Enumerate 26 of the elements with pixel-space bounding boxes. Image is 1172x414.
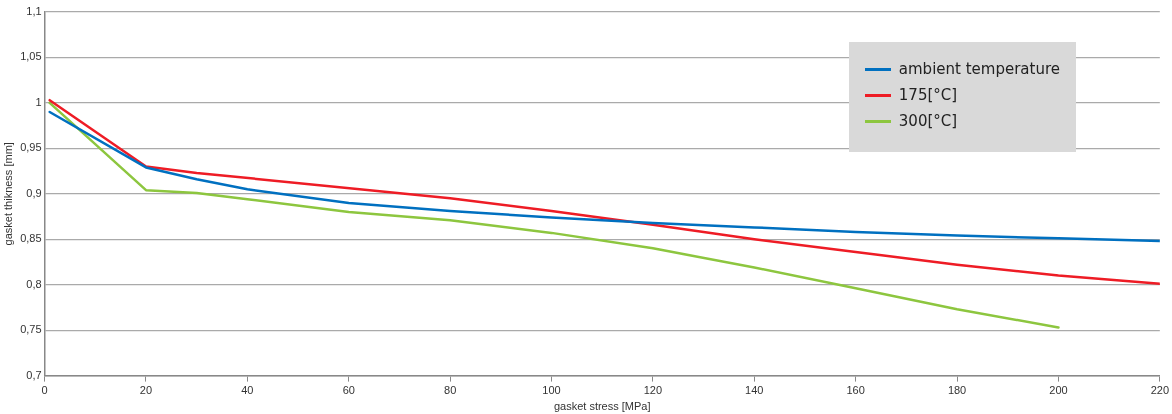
x-tick-label: 60 <box>342 384 355 397</box>
x-tick-label: 140 <box>745 384 764 397</box>
y-axis-title: gasket thikness [mm] <box>1 142 14 246</box>
y-tick-label: 0,85 <box>20 232 42 245</box>
y-tick-label: 0,95 <box>20 141 42 154</box>
y-tick-label: 0,9 <box>26 186 42 199</box>
x-tick-label: 200 <box>1049 384 1068 397</box>
legend-label: 300[°C] <box>898 112 958 130</box>
legend-label: ambient temperature <box>898 60 1060 78</box>
y-tick-label: 1,05 <box>20 50 42 63</box>
x-tick-label: 100 <box>542 384 561 397</box>
y-tick-label: 0,8 <box>26 277 42 290</box>
x-tick-label: 160 <box>846 384 865 397</box>
x-tick-label: 80 <box>444 384 457 397</box>
legend-label: 175[°C] <box>898 86 958 104</box>
y-tick-label: 1 <box>35 95 42 108</box>
y-tick-label: 0,75 <box>20 323 42 336</box>
x-tick-label: 180 <box>947 384 967 397</box>
x-tick-label: 120 <box>643 384 663 397</box>
x-tick-label: 220 <box>1150 384 1169 397</box>
y-tick-label: 1,1 <box>26 5 42 18</box>
x-tick-label: 40 <box>241 384 254 397</box>
x-tick-label: 0 <box>41 384 48 397</box>
x-tick-label: 20 <box>139 384 153 397</box>
x-axis-title: gasket stress [MPa] <box>553 400 651 413</box>
y-tick-label: 0,7 <box>26 368 42 381</box>
